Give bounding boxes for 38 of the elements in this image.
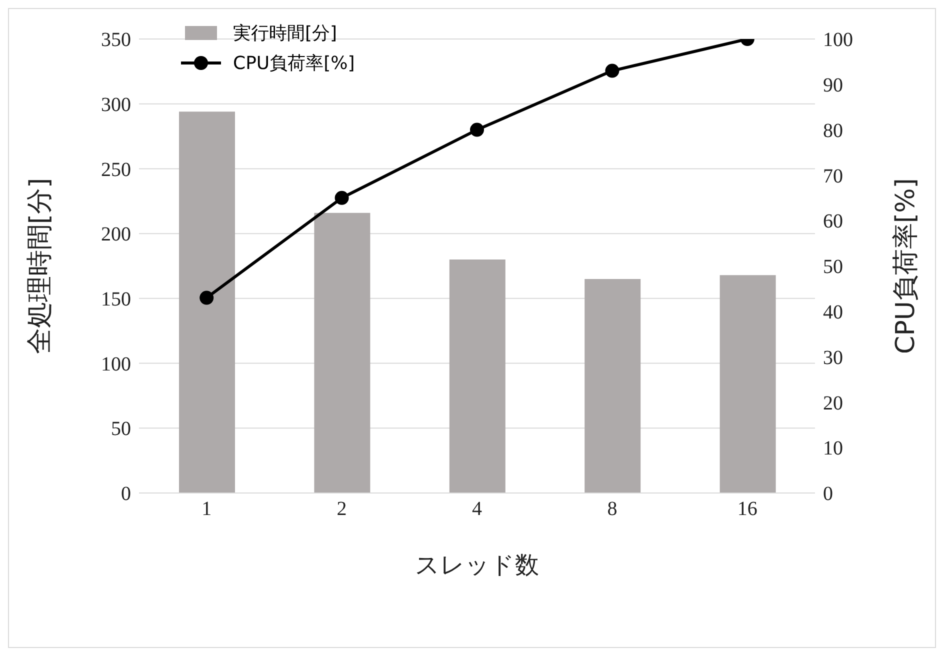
x-tick-label: 16: [737, 498, 758, 520]
y2-tick-label: 30: [823, 346, 843, 369]
bar: [179, 112, 235, 493]
bar: [314, 212, 370, 493]
x-tick-label: 4: [472, 498, 482, 520]
x-tick-label: 8: [607, 498, 618, 520]
y-tick-label: 350: [101, 29, 131, 52]
y-tick-label: 300: [101, 94, 131, 116]
y-tick-label: 150: [101, 288, 131, 311]
x-tick-label: 2: [336, 498, 347, 520]
y2-tick-label: 90: [823, 74, 843, 96]
x-tick-label: 1: [202, 498, 212, 520]
point: [470, 122, 484, 137]
legend-label: 実行時間[分]: [233, 22, 338, 45]
y2-tick-label: 10: [823, 438, 843, 460]
y-tick-label: 50: [111, 418, 131, 440]
bar: [720, 275, 776, 493]
y2-tick-label: 60: [823, 210, 843, 233]
point: [200, 290, 214, 305]
y-tick-label: 100: [101, 353, 131, 376]
y2-tick-label: 80: [823, 120, 843, 142]
y2-tick-label: 0: [823, 483, 833, 506]
point: [605, 64, 620, 78]
legend-label: CPU負荷率[%]: [233, 52, 355, 75]
bar: [449, 260, 506, 493]
y2-axis-title: CPU負荷率[%]: [891, 178, 922, 354]
y-tick-label: 250: [101, 158, 131, 181]
point: [334, 190, 349, 205]
y2-tick-label: 40: [823, 302, 843, 324]
y2-tick-label: 50: [823, 256, 843, 278]
y2-tick-label: 70: [823, 165, 843, 188]
bar: [584, 278, 641, 493]
y2-tick-label: 20: [823, 392, 843, 414]
y-axis-title: 全処理時間[分]: [25, 178, 56, 354]
y-tick-label: 200: [101, 224, 131, 246]
x-axis-title: スレッド数: [415, 551, 539, 579]
y2-tick-label: 100: [823, 29, 853, 52]
y-tick-label: 0: [121, 483, 131, 506]
